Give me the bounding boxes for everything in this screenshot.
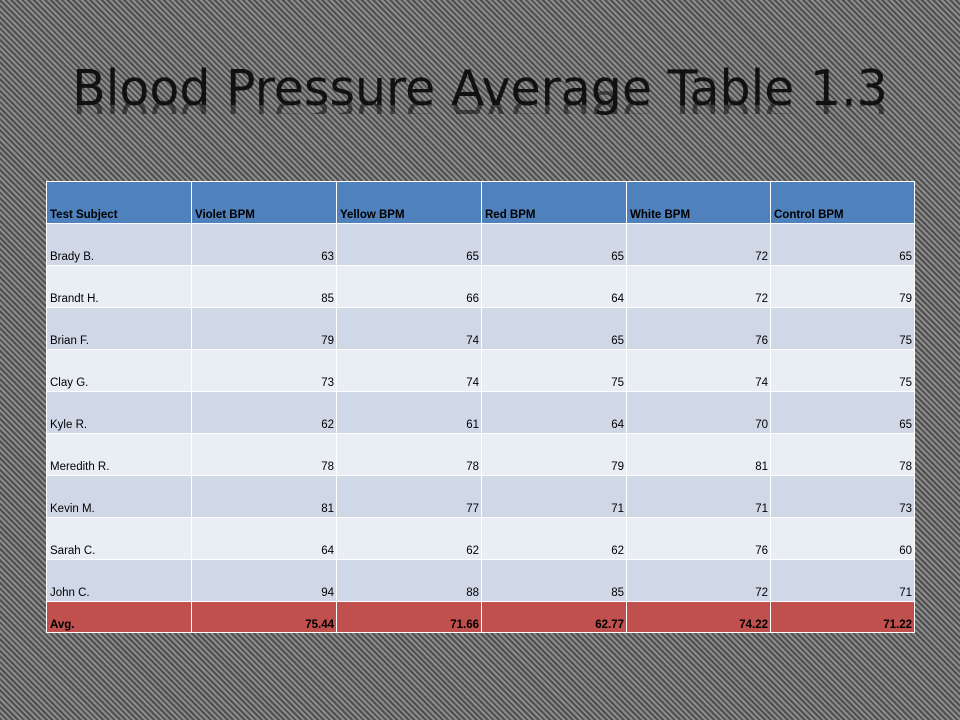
subject-name-cell: Meredith R.	[46, 433, 192, 476]
red-bpm-cell: 65	[481, 223, 627, 266]
header-control-bpm: Control BPM	[770, 181, 915, 224]
red-bpm-cell: 65	[481, 307, 627, 350]
red-bpm-cell: 64	[481, 265, 627, 308]
white-bpm-cell: 76	[626, 307, 771, 350]
yellow-bpm-cell: 88	[336, 559, 482, 602]
violet-bpm-cell: 73	[191, 349, 337, 392]
control-bpm-cell: 79	[770, 265, 915, 308]
average-label: Avg.	[46, 601, 192, 633]
slide-title-reflection: Blood Pressure Average Table 1.3	[0, 84, 960, 114]
yellow-bpm-cell: 77	[336, 475, 482, 518]
white-bpm-cell: 70	[626, 391, 771, 434]
average-control: 71.22	[770, 601, 915, 633]
violet-bpm-cell: 81	[191, 475, 337, 518]
yellow-bpm-cell: 74	[336, 349, 482, 392]
average-red: 62.77	[481, 601, 627, 633]
subject-name-cell: Brady B.	[46, 223, 192, 266]
table-row: Brandt H. 85 66 64 72 79	[46, 265, 915, 308]
red-bpm-cell: 62	[481, 517, 627, 560]
table-row: Sarah C. 64 62 62 76 60	[46, 517, 915, 560]
control-bpm-cell: 75	[770, 349, 915, 392]
average-yellow: 71.66	[336, 601, 482, 633]
average-white: 74.22	[626, 601, 771, 633]
table-row: Clay G. 73 74 75 74 75	[46, 349, 915, 392]
white-bpm-cell: 72	[626, 223, 771, 266]
subject-name-cell: Kevin M.	[46, 475, 192, 518]
subject-name-cell: Kyle R.	[46, 391, 192, 434]
table-row: Brian F. 79 74 65 76 75	[46, 307, 915, 350]
control-bpm-cell: 78	[770, 433, 915, 476]
control-bpm-cell: 73	[770, 475, 915, 518]
table-row: Kevin M. 81 77 71 71 73	[46, 475, 915, 518]
subject-name-cell: Brian F.	[46, 307, 192, 350]
blood-pressure-table: Test Subject Violet BPM Yellow BPM Red B…	[46, 181, 915, 633]
white-bpm-cell: 74	[626, 349, 771, 392]
yellow-bpm-cell: 61	[336, 391, 482, 434]
red-bpm-cell: 85	[481, 559, 627, 602]
violet-bpm-cell: 62	[191, 391, 337, 434]
red-bpm-cell: 79	[481, 433, 627, 476]
white-bpm-cell: 72	[626, 559, 771, 602]
subject-name-cell: Sarah C.	[46, 517, 192, 560]
subject-name-cell: John C.	[46, 559, 192, 602]
white-bpm-cell: 76	[626, 517, 771, 560]
violet-bpm-cell: 78	[191, 433, 337, 476]
yellow-bpm-cell: 62	[336, 517, 482, 560]
control-bpm-cell: 60	[770, 517, 915, 560]
table-row: Kyle R. 62 61 64 70 65	[46, 391, 915, 434]
yellow-bpm-cell: 74	[336, 307, 482, 350]
violet-bpm-cell: 64	[191, 517, 337, 560]
white-bpm-cell: 71	[626, 475, 771, 518]
yellow-bpm-cell: 65	[336, 223, 482, 266]
subject-name-cell: Clay G.	[46, 349, 192, 392]
header-yellow-bpm: Yellow BPM	[336, 181, 482, 224]
table-row: Brady B. 63 65 65 72 65	[46, 223, 915, 266]
violet-bpm-cell: 79	[191, 307, 337, 350]
control-bpm-cell: 71	[770, 559, 915, 602]
header-white-bpm: White BPM	[626, 181, 771, 224]
table-row: Meredith R. 78 78 79 81 78	[46, 433, 915, 476]
average-violet: 75.44	[191, 601, 337, 633]
control-bpm-cell: 65	[770, 223, 915, 266]
control-bpm-cell: 65	[770, 391, 915, 434]
table-row: John C. 94 88 85 72 71	[46, 559, 915, 602]
slide-title: Blood Pressure Average Table 1.3	[72, 60, 888, 117]
header-test-subject: Test Subject	[46, 181, 192, 224]
red-bpm-cell: 71	[481, 475, 627, 518]
header-violet-bpm: Violet BPM	[191, 181, 337, 224]
white-bpm-cell: 81	[626, 433, 771, 476]
yellow-bpm-cell: 78	[336, 433, 482, 476]
subject-name-cell: Brandt H.	[46, 265, 192, 308]
average-row: Avg. 75.44 71.66 62.77 74.22 71.22	[46, 601, 915, 633]
red-bpm-cell: 64	[481, 391, 627, 434]
red-bpm-cell: 75	[481, 349, 627, 392]
violet-bpm-cell: 94	[191, 559, 337, 602]
violet-bpm-cell: 63	[191, 223, 337, 266]
yellow-bpm-cell: 66	[336, 265, 482, 308]
control-bpm-cell: 75	[770, 307, 915, 350]
violet-bpm-cell: 85	[191, 265, 337, 308]
white-bpm-cell: 72	[626, 265, 771, 308]
table-header-row: Test Subject Violet BPM Yellow BPM Red B…	[46, 181, 915, 224]
header-red-bpm: Red BPM	[481, 181, 627, 224]
